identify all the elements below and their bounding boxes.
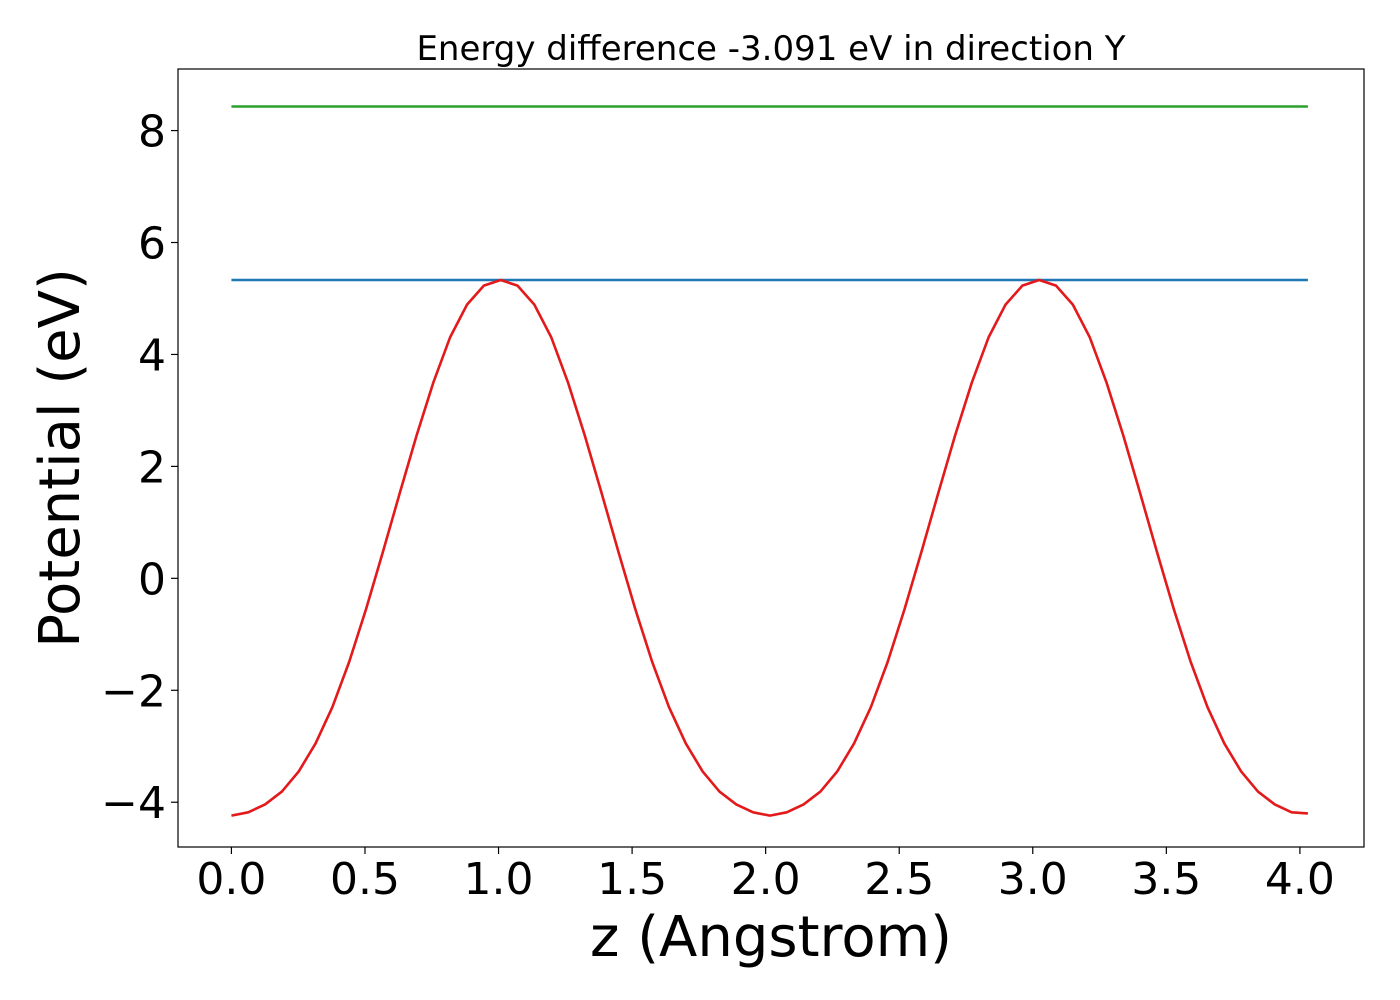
x-tick-label: 3.0 — [998, 854, 1068, 905]
x-tick-label: 0.0 — [196, 854, 266, 905]
y-tick-label: 2 — [138, 442, 166, 493]
y-tick-label: 0 — [138, 554, 166, 605]
x-tick-label: 0.5 — [330, 854, 400, 905]
x-tick-label: 1.0 — [464, 854, 534, 905]
y-tick-label: −2 — [101, 666, 166, 717]
y-tick-label: 8 — [138, 107, 166, 158]
x-tick-label: 1.5 — [597, 854, 667, 905]
chart-title: Energy difference -3.091 eV in direction… — [416, 29, 1125, 69]
x-axis-label: z (Angstrom) — [590, 905, 952, 970]
x-tick-label: 3.5 — [1131, 854, 1201, 905]
series-line-2 — [231, 278, 1308, 817]
y-axis-label: Potential (eV) — [28, 268, 93, 648]
x-tick-label: 4.0 — [1265, 854, 1335, 905]
y-tick-label: 6 — [138, 219, 166, 270]
x-tick-label: 2.5 — [864, 854, 934, 905]
x-tick-label: 2.0 — [731, 854, 801, 905]
y-tick-label: −4 — [101, 778, 166, 829]
y-tick-label: 4 — [138, 330, 166, 381]
plot-area-frame — [177, 68, 1365, 848]
